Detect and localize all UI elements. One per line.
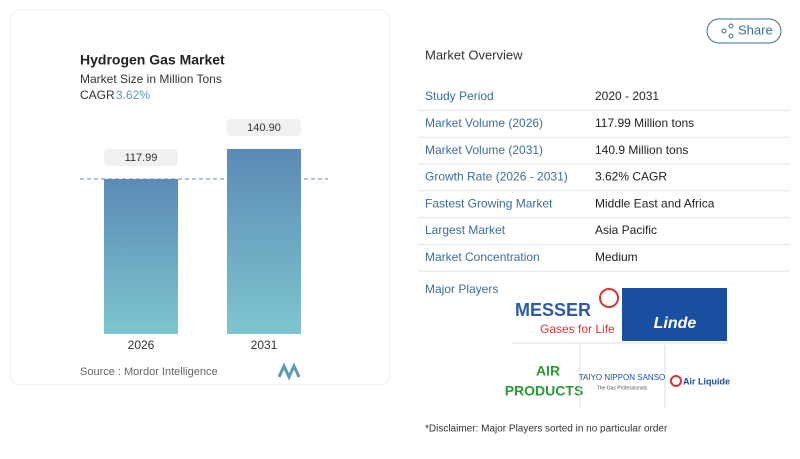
logo-text: MESSER <box>515 300 591 320</box>
logo-text: The Gas Professionals <box>597 385 648 391</box>
source-logo <box>277 362 301 381</box>
row-value: 140.9 Million tons <box>595 143 688 157</box>
logo-text: PRODUCTS <box>505 383 584 399</box>
row-value: Medium <box>595 250 638 264</box>
row-label: Market Volume (2031) <box>425 143 543 157</box>
row-value: 117.99 Million tons <box>595 116 694 130</box>
logos: MESSER Gases for Life Linde AIR PRODUCTS… <box>505 287 730 408</box>
row-value: 3.62% CAGR <box>595 170 667 184</box>
overview-title: Market Overview <box>425 47 523 62</box>
share-label: Share <box>738 22 773 37</box>
row-label: Largest Market <box>425 223 506 237</box>
logo-text: AIR <box>536 363 560 379</box>
players-title: Major Players <box>425 282 498 296</box>
bar <box>227 148 301 334</box>
chart-subtitle: Market Size in Million Tons <box>80 72 222 86</box>
source: Source : Mordor Intelligence <box>80 366 218 378</box>
logo-text: Gases for Life <box>540 322 615 336</box>
cagr-value: 3.62% <box>116 88 150 102</box>
row-value: Middle East and Africa <box>595 196 715 210</box>
logo-messer <box>512 287 620 341</box>
row-label: Growth Rate (2026 - 2031) <box>425 170 568 184</box>
chart-title: Hydrogen Gas Market <box>80 52 225 68</box>
value-label-box <box>227 118 301 136</box>
row-value: 2020 - 2031 <box>595 89 659 103</box>
disclaimer: *Disclaimer: Major Players sorted in no … <box>425 424 668 435</box>
logo-text: Air Liquide <box>683 376 730 386</box>
row-label: Market Volume (2026) <box>425 116 543 130</box>
logo-text: TAIYO NIPPON SANSO <box>579 373 666 382</box>
value-label: 117.99 <box>125 152 158 164</box>
logo-text: Linde <box>654 315 697 332</box>
row-label: Fastest Growing Market <box>425 196 553 210</box>
share-button[interactable]: Share <box>706 18 782 44</box>
cagr-label: CAGR <box>80 88 115 102</box>
x-tick-label: 2026 <box>128 338 155 352</box>
x-tick-label: 2031 <box>251 338 278 352</box>
value-label-box <box>104 149 178 167</box>
value-label: 140.90 <box>247 122 281 134</box>
row-value: Asia Pacific <box>595 223 657 237</box>
row-label: Market Concentration <box>425 250 540 264</box>
bar <box>104 179 178 334</box>
logo-linde <box>622 288 727 341</box>
row-label: Study Period <box>425 89 494 103</box>
